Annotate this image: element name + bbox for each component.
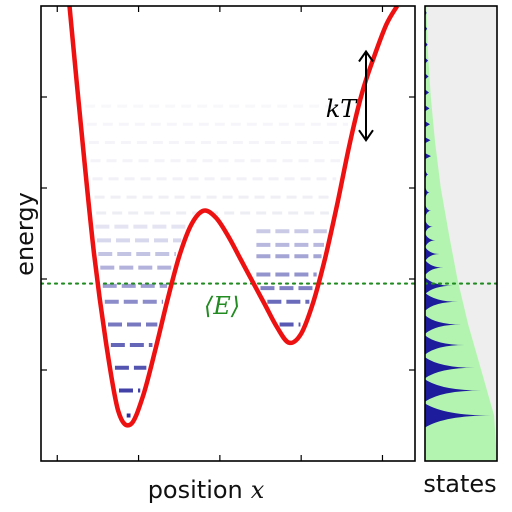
state-peak bbox=[425, 357, 475, 379]
states-density-fill bbox=[425, 6, 497, 461]
mean-energy-label: ⟨E⟩ bbox=[204, 292, 240, 320]
state-peak-small bbox=[425, 153, 431, 160]
energy-levels-right-well bbox=[256, 229, 327, 327]
state-peak bbox=[425, 204, 431, 218]
energy-levels-left-well bbox=[85, 104, 353, 418]
state-peak bbox=[425, 246, 440, 262]
main-plot-frame bbox=[40, 5, 416, 462]
state-peak bbox=[425, 259, 444, 276]
x-axis-label-variable: x bbox=[251, 476, 265, 504]
state-peak-small bbox=[425, 137, 431, 144]
state-peak bbox=[425, 186, 430, 199]
state-peak bbox=[425, 168, 429, 181]
state-peak bbox=[425, 277, 453, 295]
x-axis-label-text: position bbox=[148, 476, 243, 504]
state-peak-small bbox=[425, 121, 431, 128]
state-peak bbox=[425, 403, 492, 428]
states-panel-frame bbox=[424, 5, 498, 462]
y-axis-label: energy bbox=[11, 192, 39, 276]
kT-label: kT bbox=[326, 95, 359, 123]
state-peak-small bbox=[425, 105, 430, 112]
state-peak bbox=[425, 220, 433, 234]
state-peak bbox=[425, 335, 465, 355]
state-peak bbox=[425, 292, 459, 311]
state-peak bbox=[425, 379, 482, 402]
x-axis-label: position x bbox=[148, 476, 265, 504]
state-peak bbox=[425, 233, 436, 248]
potential-curve bbox=[67, 6, 400, 428]
kT-arrow bbox=[358, 49, 374, 142]
state-peak-small bbox=[425, 73, 429, 80]
main-plot-content bbox=[41, 6, 415, 428]
axis-ticks bbox=[41, 6, 415, 461]
state-peak bbox=[425, 315, 462, 334]
state-peak-small bbox=[425, 89, 430, 96]
states-axis-label: states bbox=[423, 470, 496, 498]
